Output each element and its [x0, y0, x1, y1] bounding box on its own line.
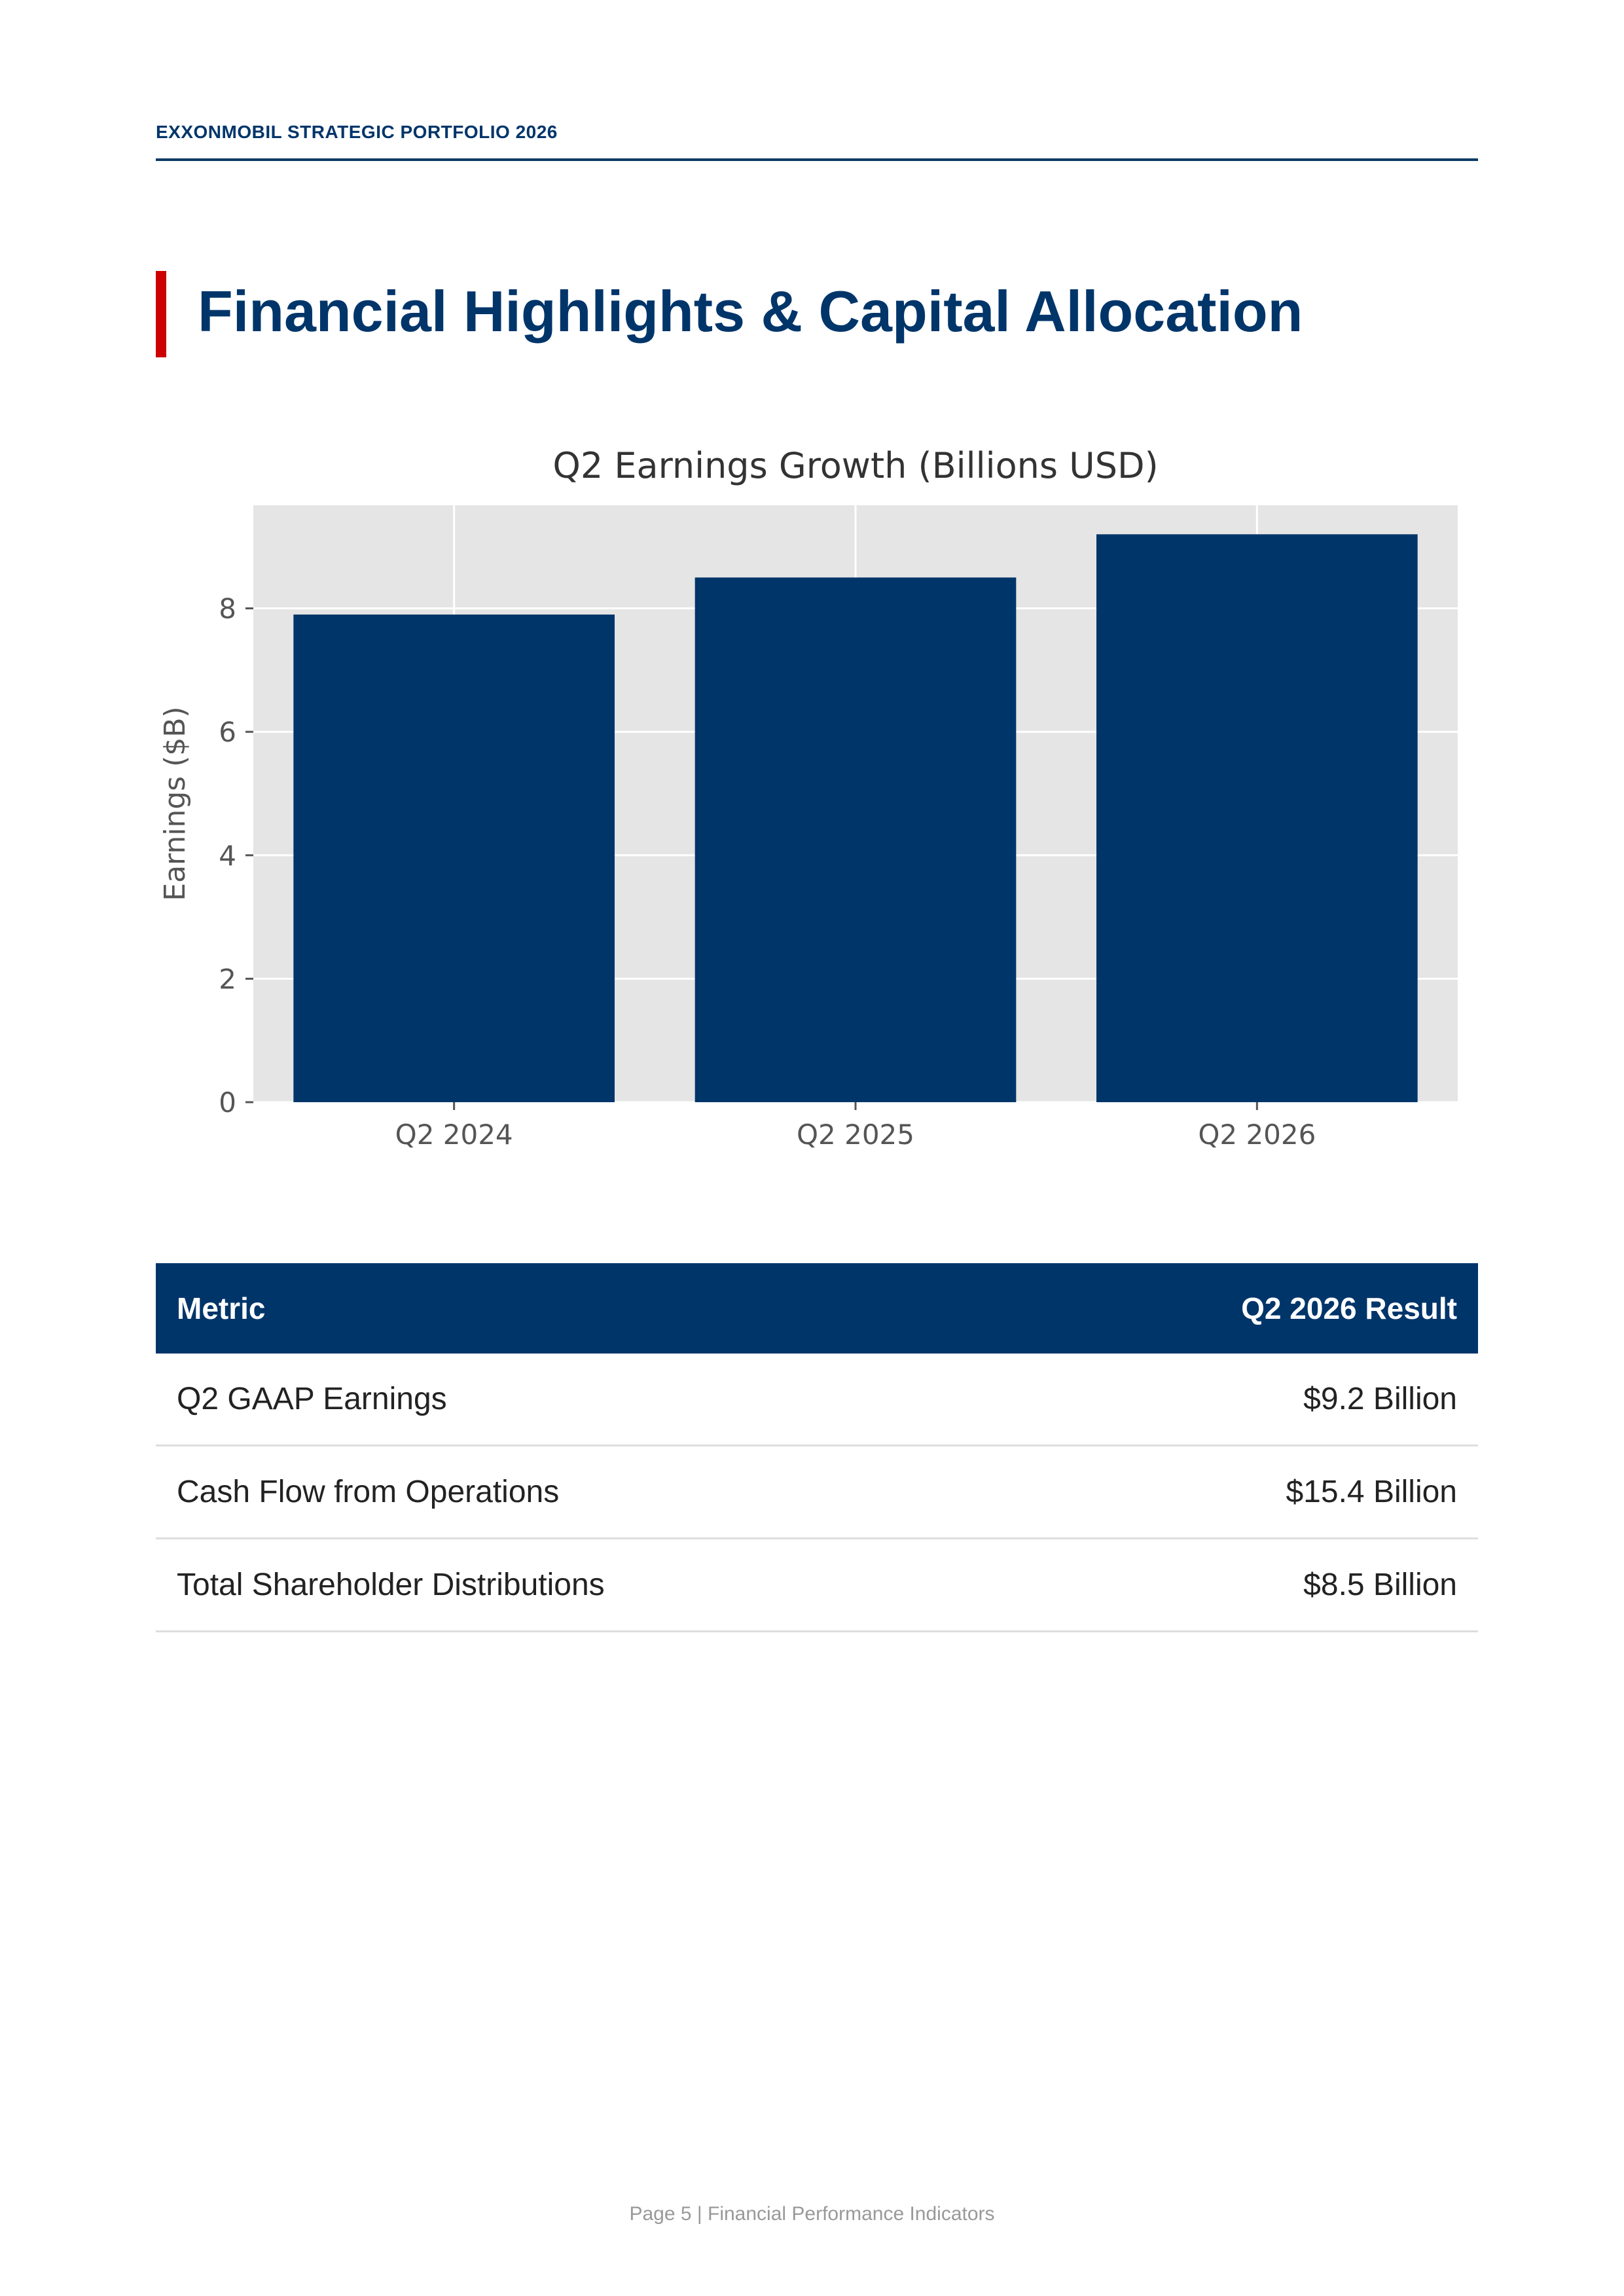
- column-header-result: Q2 2026 Result: [1009, 1263, 1478, 1354]
- page-title: Financial Highlights & Capital Allocatio…: [198, 279, 1303, 344]
- running-header-title: EXXONMOBIL STRATEGIC PORTFOLIO 2026: [156, 122, 558, 142]
- x-tick-label: Q2 2025: [797, 1119, 914, 1151]
- y-tick-label: 0: [219, 1086, 236, 1119]
- bar: [293, 614, 615, 1102]
- metric-value: $15.4 Billion: [1009, 1445, 1478, 1539]
- bar: [1096, 534, 1418, 1102]
- metric-name: Cash Flow from Operations: [156, 1445, 1010, 1539]
- metric-value: $8.5 Billion: [1009, 1538, 1478, 1632]
- page-footer: Page 5 | Financial Performance Indicator…: [629, 2203, 995, 2225]
- column-header-metric: Metric: [156, 1263, 1010, 1354]
- x-tick-label: Q2 2024: [395, 1119, 513, 1151]
- metrics-table: Metric Q2 2026 Result Q2 GAAP Earnings $…: [156, 1263, 1478, 1632]
- y-axis-ticks: 0 2 4 6 8: [219, 593, 253, 1119]
- table-row: Q2 GAAP Earnings $9.2 Billion: [156, 1354, 1478, 1446]
- bars: [293, 534, 1418, 1102]
- earnings-bar-chart: Q2 Earnings Growth (Billions USD) 02468 …: [158, 445, 1458, 1151]
- x-axis-ticks: Q2 2024 Q2 2025 Q2 2026: [395, 1102, 1316, 1151]
- title-accent-bar: [156, 271, 166, 357]
- metric-value: $9.2 Billion: [1009, 1354, 1478, 1446]
- y-tick-label: 8: [219, 593, 236, 625]
- table-header-row: Metric Q2 2026 Result: [156, 1263, 1478, 1354]
- y-tick-label: 2: [219, 963, 236, 995]
- table-row: Total Shareholder Distributions $8.5 Bil…: [156, 1538, 1478, 1632]
- y-tick-label: 4: [219, 840, 236, 872]
- y-axis-label: Earnings ($B): [158, 706, 192, 901]
- bar: [695, 577, 1017, 1102]
- chart-title: Q2 Earnings Growth (Billions USD): [552, 445, 1158, 486]
- x-tick-label: Q2 2026: [1198, 1119, 1316, 1151]
- running-header: EXXONMOBIL STRATEGIC PORTFOLIO 2026: [156, 118, 1478, 161]
- table-row: Cash Flow from Operations $15.4 Billion: [156, 1445, 1478, 1539]
- y-tick-label: 6: [219, 716, 236, 748]
- metric-name: Q2 GAAP Earnings: [156, 1354, 1010, 1446]
- metric-name: Total Shareholder Distributions: [156, 1538, 1010, 1632]
